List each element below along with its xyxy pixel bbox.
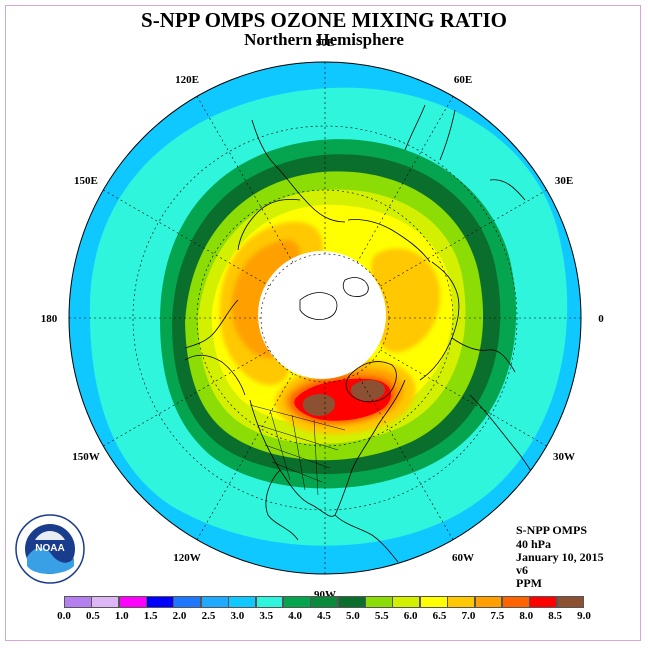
info-level: 40 hPa — [516, 537, 552, 551]
legend-tick-label: 1.0 — [114, 610, 129, 622]
longitude-label: 30W — [553, 451, 575, 463]
legend-tick-label: 8.5 — [548, 610, 562, 622]
meridian-line — [196, 373, 294, 540]
map-boundary — [68, 61, 582, 575]
coastlines — [184, 104, 549, 563]
map-subtitle: Northern Hemisphere — [244, 30, 404, 49]
info-version: v6 — [516, 563, 528, 577]
map-title: S-NPP OMPS OZONE MIXING RATIO — [141, 8, 507, 32]
longitude-label: 0 — [598, 313, 604, 325]
meridian-line — [356, 373, 454, 540]
legend-swatch — [447, 596, 476, 608]
legend-swatch — [228, 596, 257, 608]
legend-swatch — [556, 596, 585, 608]
longitude-label: 30E — [555, 175, 573, 187]
info-units: PPM — [516, 576, 542, 590]
legend-swatch — [365, 596, 393, 608]
legend-swatch — [474, 596, 503, 608]
info-instrument: S-NPP OMPS — [516, 523, 587, 537]
band-8-5-b — [350, 380, 386, 401]
longitude-label: 150W — [72, 451, 100, 463]
legend-tick-label: 7.5 — [490, 610, 505, 622]
legend-tick-label: 2.5 — [201, 610, 216, 622]
meridian-line — [356, 96, 454, 263]
legend-tick-label: 0.0 — [57, 610, 71, 622]
longitude-label: 180 — [41, 313, 58, 325]
legend-tick-label: 8.0 — [519, 610, 534, 622]
meridian-line — [103, 189, 270, 287]
noaa-logo-text: NOAA — [35, 543, 64, 554]
longitude-label: 150E — [74, 175, 98, 187]
legend-swatch — [282, 596, 311, 608]
legend-swatch — [255, 596, 284, 608]
meridian-line — [380, 349, 547, 447]
meridian-lines — [69, 62, 581, 574]
legend-tick-label: 9.0 — [577, 610, 591, 622]
legend-tick-label: 7.0 — [461, 610, 476, 622]
legend-swatch — [200, 596, 229, 608]
legend-swatch — [91, 596, 120, 608]
noaa-logo: NOAA — [15, 514, 85, 584]
legend-tick-label: 3.5 — [259, 610, 274, 622]
longitude-label: 120W — [173, 552, 201, 564]
legend-swatch — [529, 596, 558, 608]
legend-tick-label: 4.5 — [317, 610, 331, 622]
legend-tick-label: 3.0 — [230, 610, 245, 622]
band-6-5-east — [371, 248, 441, 353]
legend-swatch — [419, 596, 448, 608]
ozone-field — [69, 62, 581, 574]
legend-tick-label: 6.0 — [403, 610, 418, 622]
longitude-label: 120E — [175, 74, 199, 86]
legend-tick-label: 5.0 — [346, 610, 360, 622]
longitude-label: 60E — [454, 74, 472, 86]
plot-frame — [5, 5, 641, 641]
legend-swatch — [337, 596, 366, 608]
legend-tick-label: 5.5 — [374, 610, 389, 622]
legend-tick-label: 4.0 — [288, 610, 302, 622]
color-legend — [64, 596, 585, 608]
longitude-label: 60W — [452, 552, 474, 564]
legend-swatch — [310, 596, 339, 608]
info-date: January 10, 2015 — [516, 550, 604, 564]
polar-night-no-data — [258, 251, 386, 379]
legend-swatch — [173, 596, 202, 608]
meridian-line — [103, 349, 270, 447]
meridian-line — [196, 96, 294, 263]
legend-swatch — [64, 596, 92, 608]
legend-swatch — [392, 596, 421, 608]
legend-swatch — [501, 596, 530, 608]
meridian-line — [380, 189, 547, 287]
legend-tick-label: 2.0 — [172, 610, 187, 622]
legend-tick-label: 0.5 — [86, 610, 100, 622]
band-8-5-a — [302, 394, 336, 416]
legend-swatch — [118, 596, 147, 608]
political-boundaries — [249, 404, 346, 496]
legend-tick-label: 1.5 — [143, 610, 158, 622]
legend-swatch — [146, 596, 174, 608]
longitude-label: 90E — [316, 37, 334, 49]
legend-tick-label: 6.5 — [432, 610, 447, 622]
